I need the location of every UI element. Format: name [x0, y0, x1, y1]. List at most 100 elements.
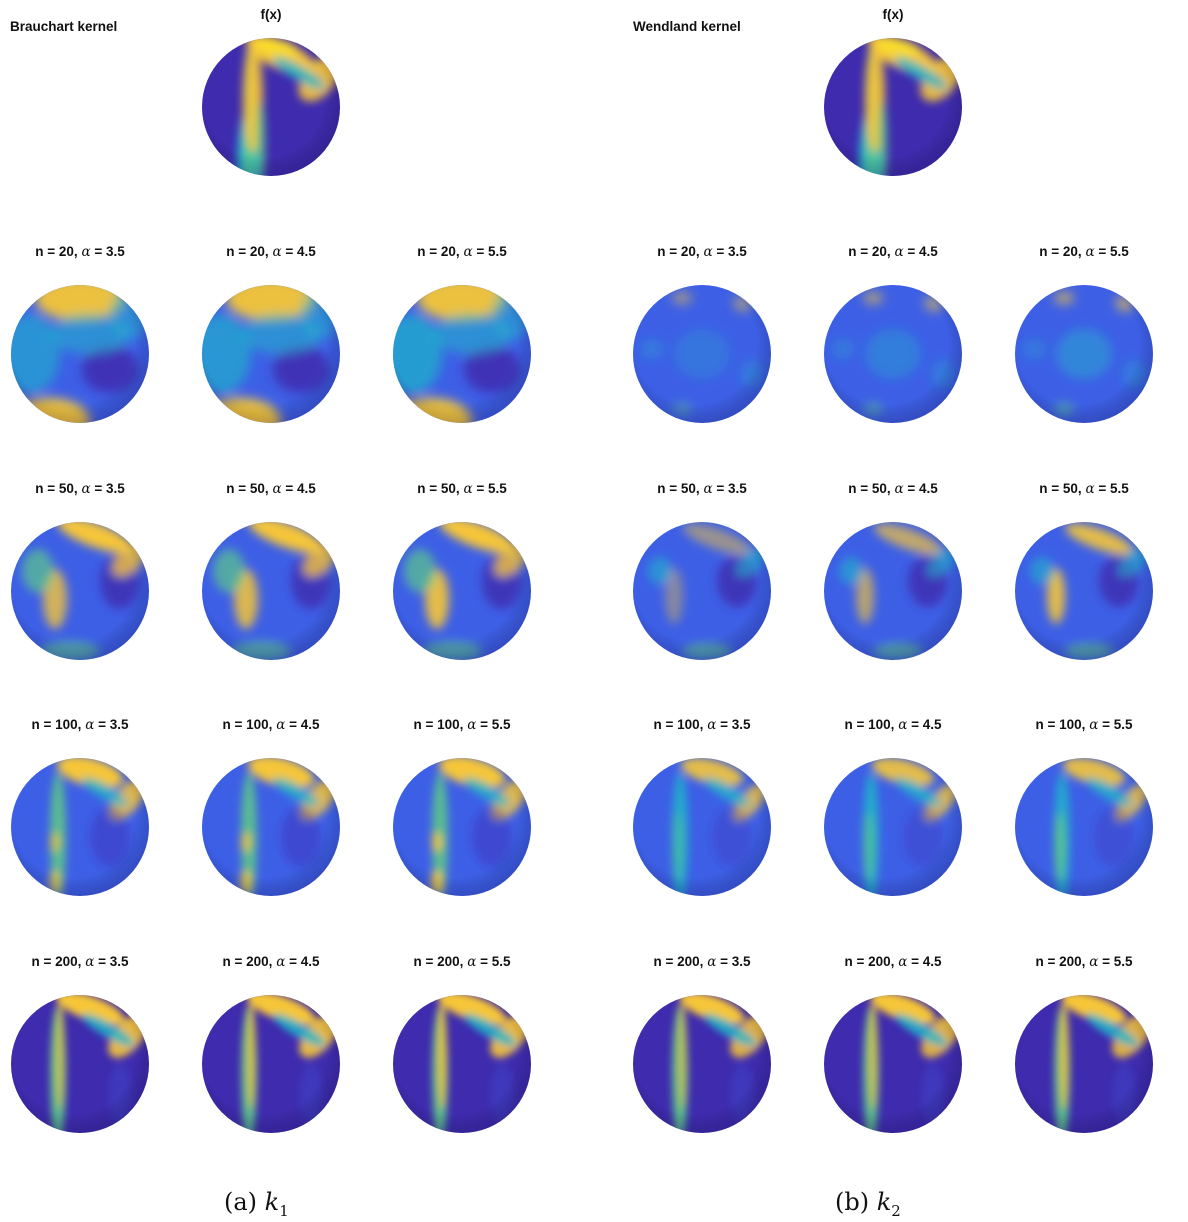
sphere-plot	[393, 522, 531, 660]
subplot: n = 50, α = 3.5	[627, 481, 817, 701]
subplot-title: n = 200, α = 4.5	[844, 954, 942, 970]
subplot-title: n = 50, α = 4.5	[226, 481, 316, 497]
sphere-plot	[633, 522, 771, 660]
subplot-title: n = 200, α = 5.5	[413, 954, 511, 970]
subplot: n = 20, α = 3.5	[627, 244, 817, 464]
fx-subplot: f(x)	[818, 7, 1008, 227]
alpha-symbol: α	[707, 717, 717, 733]
alpha-symbol: α	[898, 717, 908, 733]
subplot-title: n = 100, α = 5.5	[413, 717, 511, 733]
subplot: n = 100, α = 4.5	[196, 717, 386, 937]
subplot-title: n = 50, α = 4.5	[848, 481, 938, 497]
alpha-symbol: α	[1085, 244, 1095, 260]
subplot: n = 50, α = 3.5	[5, 481, 195, 701]
subplot: n = 200, α = 4.5	[196, 954, 386, 1174]
subplot-title: n = 50, α = 3.5	[35, 481, 125, 497]
n-label: n = 20	[226, 244, 265, 259]
alpha-value: 5.5	[491, 954, 511, 969]
sphere-plot	[824, 285, 962, 423]
subplot: n = 20, α = 3.5	[5, 244, 195, 464]
alpha-symbol: α	[894, 244, 904, 260]
subplot: n = 200, α = 5.5	[387, 954, 577, 1174]
n-label: n = 20	[657, 244, 696, 259]
kernel-title: Wendland kernel	[633, 19, 741, 34]
subplot-title: n = 20, α = 4.5	[848, 244, 938, 260]
sphere-plot	[1015, 995, 1153, 1133]
alpha-value: 5.5	[1113, 954, 1133, 969]
sphere-plot	[393, 758, 531, 896]
subplot: n = 200, α = 3.5	[627, 954, 817, 1174]
subplot: n = 50, α = 4.5	[196, 481, 386, 701]
caption-variable: k	[876, 1188, 892, 1216]
sphere-plot	[1015, 522, 1153, 660]
fx-subplot: f(x)	[196, 7, 386, 227]
n-label: n = 200	[653, 954, 700, 969]
subplot: n = 50, α = 5.5	[1009, 481, 1188, 701]
n-label: n = 200	[31, 954, 78, 969]
alpha-symbol: α	[276, 717, 286, 733]
alpha-value: 4.5	[918, 244, 938, 259]
subplot: n = 200, α = 4.5	[818, 954, 1008, 1174]
kernel-title: Brauchart kernel	[10, 19, 118, 34]
subplot-title: f(x)	[882, 7, 904, 22]
caption-subscript: 2	[891, 1201, 901, 1220]
alpha-symbol: α	[707, 954, 717, 970]
alpha-value: 3.5	[727, 481, 747, 496]
n-label: n = 50	[35, 481, 74, 496]
alpha-symbol: α	[463, 481, 473, 497]
subplot-title: n = 50, α = 5.5	[1039, 481, 1129, 497]
n-label: n = 100	[653, 717, 700, 732]
alpha-symbol: α	[1085, 481, 1095, 497]
sphere-plot	[1015, 758, 1153, 896]
subplot-title: n = 50, α = 5.5	[417, 481, 507, 497]
alpha-value: 4.5	[922, 954, 942, 969]
sphere-plot	[393, 285, 531, 423]
panel-brauchart: Brauchart kernel f(x) n = 20, α = 3.5 n = …	[5, 7, 577, 1220]
subplot-title: n = 200, α = 3.5	[31, 954, 129, 970]
subplot: n = 20, α = 4.5	[196, 244, 386, 464]
n-label: n = 50	[657, 481, 696, 496]
alpha-value: 3.5	[109, 954, 129, 969]
n-label: n = 50	[848, 481, 887, 496]
sphere-plot	[202, 285, 340, 423]
sphere-plot	[202, 758, 340, 896]
n-label: n = 50	[1039, 481, 1078, 496]
n-label: n = 100	[413, 717, 460, 732]
alpha-symbol: α	[463, 244, 473, 260]
alpha-value: 3.5	[109, 717, 129, 732]
alpha-value: 5.5	[1109, 244, 1129, 259]
n-label: n = 200	[222, 954, 269, 969]
subplot-title: n = 20, α = 3.5	[35, 244, 125, 260]
caption-label: (a)	[224, 1188, 265, 1216]
n-label: n = 20	[848, 244, 887, 259]
alpha-value: 4.5	[296, 244, 316, 259]
alpha-value: 5.5	[1109, 481, 1129, 496]
alpha-value: 4.5	[922, 717, 942, 732]
alpha-symbol: α	[1089, 717, 1099, 733]
n-label: n = 200	[413, 954, 460, 969]
subfigure-caption: (a) k1	[224, 1188, 289, 1220]
subplot: n = 200, α = 3.5	[5, 954, 195, 1174]
n-label: n = 50	[417, 481, 456, 496]
subplot: n = 20, α = 5.5	[1009, 244, 1188, 464]
alpha-symbol: α	[898, 954, 908, 970]
alpha-symbol: α	[1089, 954, 1099, 970]
sphere-plot	[824, 522, 962, 660]
sphere-plot	[11, 995, 149, 1133]
subplot-title: n = 200, α = 3.5	[653, 954, 751, 970]
n-label: n = 20	[35, 244, 74, 259]
alpha-symbol: α	[85, 717, 95, 733]
alpha-value: 3.5	[105, 244, 125, 259]
alpha-symbol: α	[81, 481, 91, 497]
n-label: n = 20	[1039, 244, 1078, 259]
n-label: n = 100	[222, 717, 269, 732]
alpha-symbol: α	[272, 244, 282, 260]
subplot-title: n = 100, α = 4.5	[844, 717, 942, 733]
alpha-symbol: α	[703, 481, 713, 497]
subplot-title: n = 50, α = 3.5	[657, 481, 747, 497]
alpha-symbol: α	[467, 717, 477, 733]
alpha-symbol: α	[703, 244, 713, 260]
n-label: n = 100	[31, 717, 78, 732]
subplot: n = 50, α = 4.5	[818, 481, 1008, 701]
n-label: n = 100	[1035, 717, 1082, 732]
